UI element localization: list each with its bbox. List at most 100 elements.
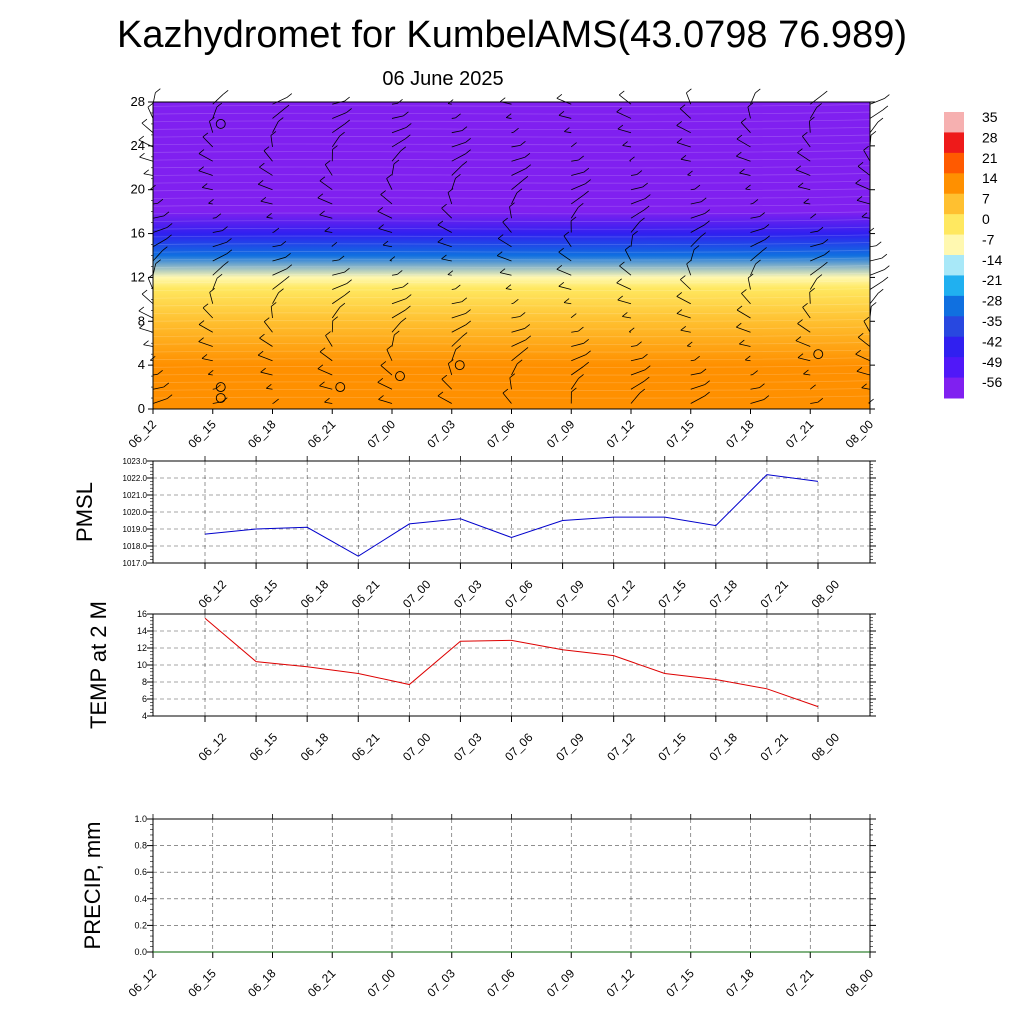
- wind-barb: [272, 279, 285, 290]
- wind-barb-flag: [405, 294, 412, 299]
- wind-barb: [319, 180, 333, 191]
- wind-barb: [319, 385, 333, 390]
- wind-barb: [391, 298, 407, 305]
- wind-barb: [856, 200, 871, 205]
- wind-barb-flag: [563, 298, 570, 303]
- wind-barb: [616, 111, 632, 119]
- wind-barb-flag: [861, 212, 868, 218]
- wind-barb-flag: [881, 253, 888, 259]
- wind-barb-flag: [257, 179, 264, 185]
- wind-barb-flag: [583, 361, 590, 367]
- wind-barb-flag: [680, 325, 686, 331]
- wind-barb: [386, 178, 393, 190]
- wind-barb: [797, 357, 811, 362]
- wind-barb: [198, 170, 213, 176]
- wind-barb: [272, 292, 279, 304]
- contour-line: [152, 188, 871, 192]
- contour-line: [152, 318, 871, 322]
- wind-barb-flag: [201, 183, 208, 188]
- wind-barb: [391, 334, 395, 347]
- wind-barb-flag: [324, 397, 330, 403]
- wind-barb: [630, 345, 637, 347]
- wind-barb: [630, 186, 643, 191]
- wind-barb: [571, 365, 584, 376]
- wind-barb: [147, 278, 154, 290]
- x-tick-label: 07_00: [400, 730, 434, 764]
- wind-barb-flag: [147, 102, 154, 108]
- wind-barb-flag: [802, 131, 808, 137]
- contour-line: [152, 280, 871, 284]
- wind-barb-flag: [166, 394, 173, 399]
- wind-barb: [690, 395, 705, 404]
- colorbar-label: 7: [982, 191, 990, 207]
- wind-barb-flag: [209, 116, 215, 122]
- colorbar-label: -28: [982, 293, 1002, 309]
- wind-barb-flag: [198, 337, 204, 342]
- wind-barb-flag: [141, 289, 148, 295]
- x-tick-label: 07_21: [758, 730, 792, 764]
- wind-barb-flag: [162, 246, 168, 252]
- wind-barb: [740, 122, 751, 133]
- colorbar-label: -7: [982, 231, 995, 247]
- wind-barb: [332, 294, 346, 305]
- contour-line: [152, 349, 871, 353]
- contour-line: [152, 380, 871, 384]
- wind-barb: [676, 296, 691, 305]
- wind-barb-flag: [166, 234, 172, 240]
- wind-barb-flag: [519, 312, 526, 317]
- y-tick-label: 16: [131, 226, 145, 241]
- wind-barb: [676, 313, 691, 319]
- wind-barb: [258, 183, 273, 191]
- wind-barb-flag: [571, 387, 577, 393]
- contour-line: [152, 127, 871, 130]
- wind-barb: [558, 285, 572, 290]
- wind-barb: [750, 228, 765, 233]
- wind-barb: [259, 337, 273, 347]
- wind-barb: [511, 363, 518, 376]
- wind-barb: [499, 272, 512, 276]
- contour-line: [152, 242, 871, 246]
- x-tick-label: 06_21: [349, 577, 383, 611]
- x-tick-label: 06_21: [305, 417, 339, 451]
- wind-barb: [391, 163, 395, 176]
- wind-barb-flag: [524, 324, 531, 329]
- wind-barb-flag: [198, 166, 204, 172]
- x-tick-label: 07_15: [663, 417, 697, 451]
- wind-barb-flag: [795, 165, 802, 171]
- wind-barb-flag: [739, 168, 745, 174]
- wind-barb-flag: [226, 249, 233, 255]
- wind-barb-flag: [505, 113, 512, 118]
- wind-barb-flag: [405, 305, 411, 311]
- wind-barbs: [138, 88, 890, 404]
- wind-barb-flag: [461, 126, 468, 131]
- colorbar-swatch: [944, 357, 964, 379]
- wind-barb: [259, 166, 273, 176]
- wind-barb: [152, 250, 163, 262]
- wind-barb-flag: [455, 345, 462, 350]
- wind-barb: [448, 103, 452, 105]
- wind-barb-flag: [377, 207, 383, 212]
- wind-barb-flag: [629, 156, 635, 162]
- wind-barb: [502, 392, 512, 404]
- x-tick-label: 08_00: [843, 417, 877, 451]
- wind-barb-flag: [645, 365, 651, 371]
- wind-barb-flag: [686, 341, 693, 347]
- x-tick-label: 07_03: [424, 966, 458, 1000]
- wind-barb-flag: [701, 197, 707, 203]
- calm-wind-marker: [215, 393, 226, 403]
- y-axis-title: PRECIP, mm: [80, 822, 105, 950]
- wind-barb-flag: [645, 194, 651, 199]
- wind-barb-flag: [163, 211, 170, 217]
- wind-barb-flag: [266, 213, 272, 218]
- y-axis-title: TEMP at 2 M: [86, 601, 111, 729]
- colorbar-swatch: [944, 255, 964, 276]
- wind-barb: [736, 309, 751, 319]
- wind-barb: [750, 263, 756, 276]
- wind-barb-flag: [817, 226, 824, 232]
- y-tick-label: 1022.0: [123, 474, 148, 483]
- wind-barb: [506, 117, 512, 119]
- wind-barb-flag: [870, 131, 877, 136]
- wind-barb-flag: [810, 213, 817, 219]
- wind-barb: [571, 342, 584, 347]
- wind-barb: [380, 365, 393, 376]
